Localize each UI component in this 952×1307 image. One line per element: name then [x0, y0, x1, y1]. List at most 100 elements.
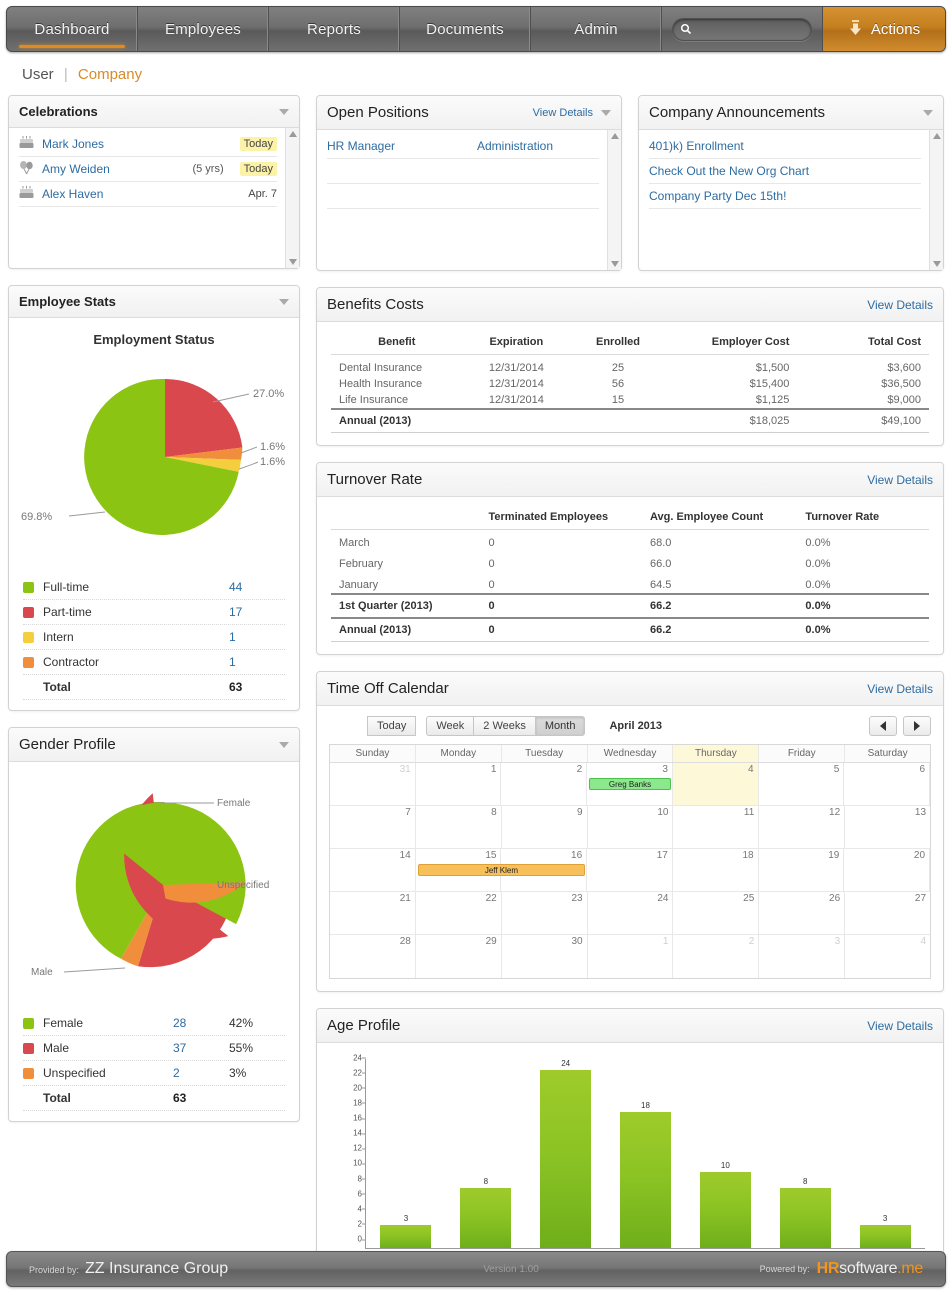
- view-week-button[interactable]: Week: [426, 716, 474, 736]
- position-department[interactable]: Administration: [477, 139, 553, 153]
- chevron-down-icon[interactable]: [923, 110, 933, 116]
- breadcrumb-company[interactable]: Company: [78, 66, 142, 83]
- scroll-up-icon[interactable]: [933, 133, 941, 139]
- calendar-day[interactable]: 19: [759, 849, 845, 891]
- open-position-row[interactable]: HR Manager Administration: [327, 134, 599, 159]
- bar[interactable]: [860, 1225, 911, 1248]
- bar-item[interactable]: 8: [765, 1059, 845, 1248]
- bar[interactable]: [780, 1188, 831, 1248]
- calendar-day[interactable]: 3: [759, 935, 845, 978]
- bar[interactable]: [460, 1188, 511, 1248]
- celebration-name[interactable]: Amy Weiden: [42, 162, 184, 176]
- legend-row[interactable]: Intern 1: [23, 625, 285, 650]
- nav-item-reports[interactable]: Reports: [269, 7, 400, 51]
- celebration-name[interactable]: Alex Haven: [42, 187, 224, 201]
- calendar-day[interactable]: 2: [673, 935, 759, 978]
- announcement-row[interactable]: 401)k) Enrollment: [649, 134, 921, 159]
- view-month-button[interactable]: Month: [536, 716, 586, 736]
- calendar-day[interactable]: 5: [759, 763, 845, 805]
- calendar-day[interactable]: 27: [845, 892, 930, 934]
- prev-month-button[interactable]: [869, 716, 897, 736]
- calendar-day[interactable]: 7: [330, 806, 416, 848]
- scroll-up-icon[interactable]: [289, 131, 297, 137]
- calendar-day[interactable]: 28: [330, 935, 416, 978]
- announcement-link[interactable]: Check Out the New Org Chart: [649, 164, 809, 178]
- announcement-link[interactable]: 401)k) Enrollment: [649, 139, 744, 153]
- scrollbar[interactable]: [607, 130, 621, 270]
- calendar-day[interactable]: 29: [416, 935, 502, 978]
- view-details-link[interactable]: View Details: [867, 473, 933, 487]
- view-details-link[interactable]: View Details: [533, 107, 593, 119]
- calendar-day[interactable]: 2: [501, 763, 587, 805]
- legend-row[interactable]: Part-time 17: [23, 600, 285, 625]
- calendar-day[interactable]: 21: [330, 892, 416, 934]
- legend-row[interactable]: Contractor 1: [23, 650, 285, 675]
- announcement-link[interactable]: Company Party Dec 15th!: [649, 189, 786, 203]
- legend-row[interactable]: Male 37 55%: [23, 1036, 285, 1061]
- calendar-day[interactable]: 22: [416, 892, 502, 934]
- actions-button[interactable]: Actions: [823, 7, 945, 51]
- celebration-row[interactable]: Amy Weiden (5 yrs) Today: [19, 157, 277, 182]
- today-button[interactable]: Today: [367, 716, 416, 736]
- calendar-day[interactable]: 31: [330, 763, 416, 805]
- celebration-row[interactable]: Alex Haven Apr. 7: [19, 182, 277, 207]
- bar-item[interactable]: 24: [526, 1059, 606, 1248]
- calendar-day[interactable]: 26: [759, 892, 845, 934]
- nav-item-employees[interactable]: Employees: [138, 7, 269, 51]
- calendar-day[interactable]: 30: [502, 935, 588, 978]
- bar-item[interactable]: 3: [845, 1059, 925, 1248]
- scroll-down-icon[interactable]: [611, 261, 619, 267]
- calendar-day[interactable]: 12: [759, 806, 845, 848]
- search-box[interactable]: [672, 18, 812, 41]
- legend-row[interactable]: Unspecified 2 3%: [23, 1061, 285, 1086]
- bar-item[interactable]: 18: [606, 1059, 686, 1248]
- announcement-row[interactable]: Check Out the New Org Chart: [649, 159, 921, 184]
- chevron-down-icon[interactable]: [279, 109, 289, 115]
- chevron-down-icon[interactable]: [601, 110, 611, 116]
- calendar-day[interactable]: 9: [502, 806, 588, 848]
- celebration-name[interactable]: Mark Jones: [42, 137, 216, 151]
- calendar-day[interactable]: 4: [845, 935, 930, 978]
- calendar-day[interactable]: 6: [844, 763, 930, 805]
- calendar-day[interactable]: 24: [588, 892, 674, 934]
- bar-item[interactable]: 3: [366, 1059, 446, 1248]
- celebration-row[interactable]: Mark Jones Today: [19, 132, 277, 157]
- calendar-day[interactable]: 14: [330, 849, 416, 891]
- calendar-day[interactable]: 1: [416, 763, 502, 805]
- calendar-day[interactable]: 17: [587, 849, 673, 891]
- breadcrumb-user[interactable]: User: [22, 66, 54, 83]
- search-input[interactable]: [692, 22, 797, 36]
- nav-item-dashboard[interactable]: Dashboard: [7, 7, 138, 51]
- bar[interactable]: [540, 1070, 591, 1248]
- nav-item-documents[interactable]: Documents: [400, 7, 531, 51]
- view-2weeks-button[interactable]: 2 Weeks: [474, 716, 536, 736]
- bar[interactable]: [380, 1225, 431, 1248]
- calendar-day[interactable]: 11: [673, 806, 759, 848]
- legend-row[interactable]: Female 28 42%: [23, 1011, 285, 1036]
- calendar-day[interactable]: 23: [502, 892, 588, 934]
- scroll-down-icon[interactable]: [933, 261, 941, 267]
- nav-item-admin[interactable]: Admin: [531, 7, 662, 51]
- bar-item[interactable]: 10: [685, 1059, 765, 1248]
- scrollbar[interactable]: [929, 130, 943, 270]
- scroll-down-icon[interactable]: [289, 259, 297, 265]
- announcement-row[interactable]: Company Party Dec 15th!: [649, 184, 921, 209]
- bar[interactable]: [620, 1112, 671, 1248]
- bar[interactable]: [700, 1172, 751, 1248]
- calendar-day[interactable]: 1: [588, 935, 674, 978]
- calendar-day[interactable]: 18: [673, 849, 759, 891]
- calendar-day[interactable]: 25: [673, 892, 759, 934]
- chevron-down-icon[interactable]: [279, 742, 289, 748]
- calendar-event[interactable]: Jeff Klem: [418, 864, 585, 876]
- position-title[interactable]: HR Manager: [327, 139, 477, 153]
- scrollbar[interactable]: [285, 128, 299, 268]
- calendar-day-today[interactable]: 4: [673, 763, 759, 805]
- legend-row[interactable]: Full-time 44: [23, 575, 285, 600]
- calendar-event[interactable]: Greg Banks: [589, 778, 671, 790]
- chevron-down-icon[interactable]: [279, 299, 289, 305]
- scroll-up-icon[interactable]: [611, 133, 619, 139]
- calendar-day[interactable]: 20: [844, 849, 930, 891]
- calendar-day[interactable]: 13: [845, 806, 930, 848]
- calendar-day[interactable]: 8: [416, 806, 502, 848]
- view-details-link[interactable]: View Details: [867, 682, 933, 696]
